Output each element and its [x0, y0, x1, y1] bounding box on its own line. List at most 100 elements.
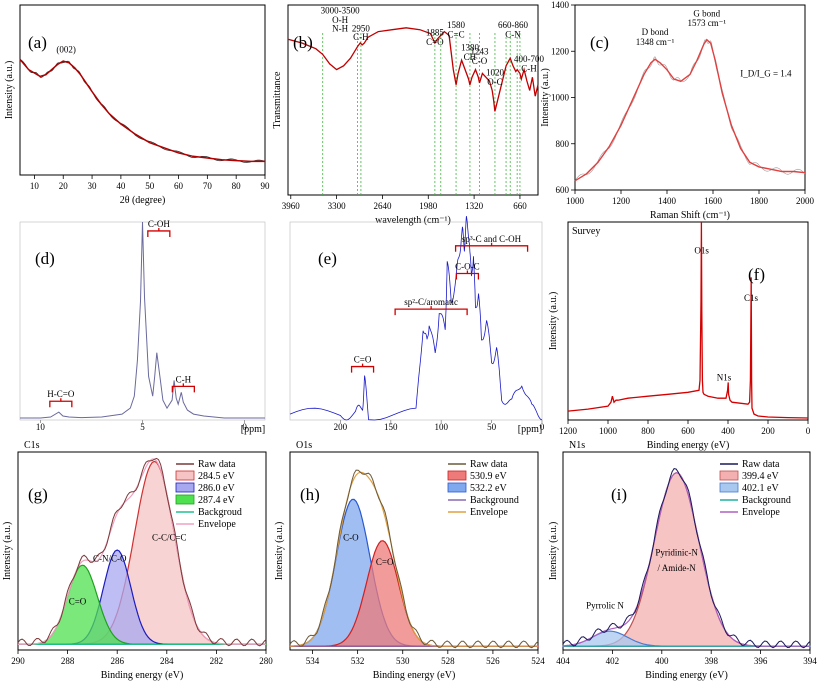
- y-axis-label: Intensity (a.u.): [548, 292, 559, 351]
- panel-label: (c): [590, 33, 609, 52]
- annotation: 3000-3500: [321, 6, 360, 16]
- x-tick-label: 3300: [328, 201, 347, 211]
- y-axis-label: Intensity (a.u.): [4, 61, 15, 120]
- raw-data-line: [562, 468, 811, 649]
- x-tick-label: 404: [556, 656, 570, 666]
- peak-5322: [289, 498, 539, 647]
- annotation: O1s: [694, 246, 709, 256]
- x-tick-label: 200: [334, 422, 348, 432]
- x-tick-label: 286: [110, 656, 124, 666]
- panel-label: (b): [293, 33, 313, 52]
- annotation: C-H: [176, 374, 192, 384]
- panel-label: (g): [28, 485, 48, 504]
- x-tick-label: 402: [606, 656, 620, 666]
- y-axis-label: Transmittance: [272, 71, 283, 128]
- annotation: C=O: [376, 557, 394, 567]
- raw-data-line: [17, 457, 267, 647]
- x-tick-label: 400: [721, 426, 735, 436]
- series-line: [287, 27, 539, 112]
- legend-label: Raw data: [198, 459, 236, 470]
- plot-frame: [289, 221, 543, 421]
- x-tick-label: 534: [306, 656, 320, 666]
- legend-swatch: [719, 470, 739, 481]
- series-noise: [19, 59, 266, 163]
- annotation-bracket: [49, 398, 73, 408]
- annotation: H-C=O: [47, 389, 75, 399]
- x-tick-label: 284: [160, 656, 174, 666]
- annotation: C-N/C-O: [93, 553, 127, 563]
- legend-label: 532.2 eV: [470, 483, 507, 494]
- x-tick-label: 1400: [658, 196, 677, 206]
- annotation: C-H: [521, 64, 537, 74]
- annotation: C-OH: [148, 219, 170, 229]
- x-tick-label: 10: [30, 181, 40, 191]
- legend-label: Background: [742, 495, 791, 506]
- chart-g: 290 288 286 284 282 280 Binding energy (eV) Int…: [2, 440, 273, 681]
- x-axis-label: 2θ (degree): [120, 195, 166, 206]
- annotation: C=O: [426, 37, 444, 47]
- annotation: CH: [464, 52, 477, 62]
- x-tick-label: 0: [540, 422, 545, 432]
- annotation: 660-860: [498, 20, 528, 30]
- x-tick-label: 2640: [373, 201, 392, 211]
- plot-frame: [289, 451, 539, 651]
- annotation: C=O: [69, 597, 87, 607]
- x-tick-label: 290: [11, 656, 25, 666]
- panel-label: (f): [748, 265, 765, 284]
- annotation: D bond: [642, 27, 669, 37]
- annotation: C-O: [472, 56, 488, 66]
- annotation: 1885: [426, 27, 445, 37]
- x-tick-label: 1600: [704, 196, 723, 206]
- x-tick-label: 528: [441, 656, 455, 666]
- annotation: C-O: [343, 533, 359, 543]
- annotation: sp³-C and C-OH: [462, 234, 522, 244]
- annotation: 1243: [470, 46, 489, 56]
- x-tick-label: 2000: [796, 196, 815, 206]
- x-tick-label: 1800: [750, 196, 769, 206]
- annotation-bracket: [171, 383, 195, 393]
- panel-label: (i): [611, 485, 627, 504]
- y-axis-label: Intensity (a.u.): [274, 522, 285, 581]
- x-tick-label: 70: [203, 181, 213, 191]
- legend-swatch: [447, 482, 467, 493]
- legend-swatch: [175, 494, 195, 505]
- series-noise: [574, 39, 806, 181]
- y-tick-label: 800: [556, 139, 570, 149]
- x-tick-label: 90: [261, 181, 271, 191]
- annotation: C-C/C=C: [152, 533, 187, 543]
- x-axis-label: Binding energy (eV): [645, 670, 728, 681]
- x-tick-label: 282: [210, 656, 224, 666]
- x-tick-label: 100: [434, 422, 448, 432]
- panel-label: (a): [28, 33, 47, 52]
- y-axis-label: Intensity (a.u.): [540, 68, 551, 127]
- y-tick-label: 1400: [551, 0, 570, 10]
- series-line: [19, 58, 265, 163]
- x-tick-label: 60: [174, 181, 184, 191]
- panel-title: O1s: [296, 440, 312, 451]
- x-tick-label: 0: [242, 422, 247, 432]
- plot-frame: [19, 4, 266, 176]
- panel-title: Survey: [572, 226, 600, 237]
- annotation-bracket: [455, 270, 480, 280]
- y-tick-label: 1200: [551, 46, 570, 56]
- x-tick-label: 150: [384, 422, 398, 432]
- annotation: C1s: [744, 293, 759, 303]
- series-line: [20, 221, 265, 419]
- x-tick-label: 40: [116, 181, 126, 191]
- x-tick-label: 80: [232, 181, 242, 191]
- chart-e: 200 150 100 50 0[ppm] C=O sp²-C/aromatic C-O-C s…: [289, 216, 545, 435]
- panel-label: (e): [318, 249, 337, 268]
- plot-frame: [567, 221, 809, 421]
- legend-label: Background: [470, 495, 519, 506]
- x-tick-label: 1000: [599, 426, 618, 436]
- legend-swatch: [719, 482, 739, 493]
- annotation: (002): [56, 45, 76, 55]
- annotation: 1573 cm⁻¹: [687, 18, 726, 28]
- legend-label: 530.9 eV: [470, 471, 507, 482]
- x-axis-label: Binding energy (eV): [647, 440, 730, 451]
- annotation: 400-700: [514, 54, 544, 64]
- chart-b: 3960 3300 2640 1980 1320 660 wavelength (cm⁻¹)…: [272, 4, 544, 226]
- series-line: [567, 221, 809, 419]
- legend-label: Raw data: [742, 459, 780, 470]
- plot-frame: [17, 451, 267, 651]
